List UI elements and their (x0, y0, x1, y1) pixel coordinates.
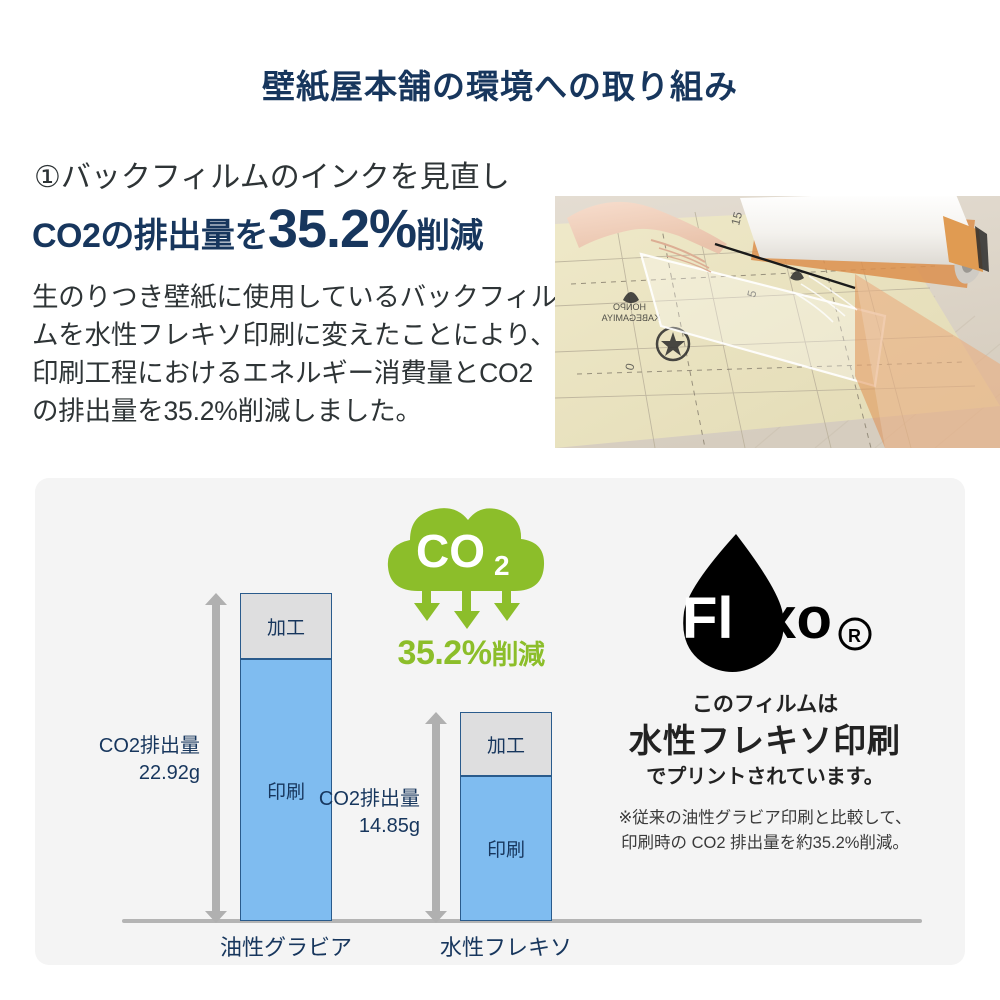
co2-down-arrows (414, 591, 520, 629)
chart-baseline (122, 919, 922, 923)
svg-text:5: 5 (744, 289, 759, 299)
category-label-gravure: 油性グラビア (219, 935, 352, 960)
bar-flexo: 加工 印刷 (460, 712, 552, 921)
body-paragraph: 生のりつき壁紙に使用しているバックフィルムを水性フレキソ印刷に変えたことにより、… (32, 282, 557, 427)
flexo-footnote-line1: ※従来の油性グラビア印刷と比較して、 (618, 809, 912, 827)
reduction-value: 35.2% (397, 634, 492, 672)
svg-text:15: 15 (728, 210, 745, 227)
bar-segment-processing: 加工 (240, 593, 332, 659)
arrow-shaft (432, 722, 440, 913)
co2-cloud-subscript: 2 (494, 550, 510, 581)
flexo-logo-text-outer: exo (732, 586, 832, 651)
category-label-flexo: 水性フレキソ (439, 935, 572, 960)
flexo-footnote-line2: 印刷時の CO2 排出量を約35.2%削減。 (621, 833, 909, 852)
arrow-head-down (205, 911, 227, 923)
svg-text:R: R (848, 626, 861, 646)
emission-label-line2: 22.92g (138, 762, 200, 784)
flexo-footnote: ※従来の油性グラビア印刷と比較して、 印刷時の CO2 排出量を約35.2%削減… (600, 806, 930, 856)
emission-label-gravure: CO2排出量 22.92g (40, 733, 200, 787)
co2-cloud-label: CO (416, 525, 485, 577)
section-lead-text: ①バックフィルムのインクを見直し (34, 161, 510, 194)
arrow-head-down (425, 911, 447, 923)
arrow-head-up (205, 593, 227, 605)
flexo-brand-block: Fl exo R このフィルムは 水性フレキソ印刷 でプリントされています。 ※… (600, 530, 930, 880)
co2-cloud-icon: CO 2 (387, 508, 545, 629)
bar-gravure: 加工 印刷 (240, 593, 332, 921)
svg-text:KABEGAMIYA: KABEGAMIYA (602, 313, 660, 323)
flexo-caption-line2: 水性フレキソ印刷 (629, 722, 901, 759)
product-photo: KABEGAMIYA HONPO 0 5 10 15 (555, 196, 1000, 448)
emission-label-line2: 14.85g (358, 815, 420, 837)
bar-segment-printing: 印刷 (460, 776, 552, 921)
flexo-logo-text-inner: Fl (682, 586, 734, 651)
headline-value: 35.2% (267, 199, 417, 259)
svg-text:0: 0 (622, 362, 637, 372)
registered-mark-icon: R (838, 617, 872, 651)
page-title: 壁紙屋本舗の環境への取り組み (262, 68, 738, 105)
emission-arrow-flexo (425, 712, 447, 923)
photo-illustration: KABEGAMIYA HONPO 0 5 10 15 (555, 196, 1000, 448)
flexo-droplet-logo: Fl exo R (682, 534, 872, 673)
co2-reduction-block: CO 2 35.2%削減 (378, 503, 564, 683)
headline-prefix: CO2の排出量を (32, 217, 268, 255)
flexo-caption-line1: このフィルムは (691, 693, 839, 716)
bar-segment-printing: 印刷 (240, 659, 332, 921)
svg-text:HONPO: HONPO (613, 302, 646, 312)
emission-arrow-gravure (205, 593, 227, 923)
arrow-head-up (425, 712, 447, 724)
emission-label-line1: CO2排出量 (318, 788, 420, 810)
emission-label-flexo: CO2排出量 14.85g (262, 786, 420, 840)
headline-suffix: 削減 (416, 217, 484, 255)
reduction-unit: 削減 (491, 640, 545, 670)
flexo-caption-line3: でプリントされています。 (646, 766, 884, 788)
headline: CO2の排出量を35.2%削減 (32, 202, 572, 257)
arrow-shaft (212, 603, 220, 913)
bar-segment-processing: 加工 (460, 712, 552, 776)
reduction-text: 35.2%削減 (378, 633, 564, 673)
emission-label-line1: CO2排出量 (98, 735, 200, 757)
